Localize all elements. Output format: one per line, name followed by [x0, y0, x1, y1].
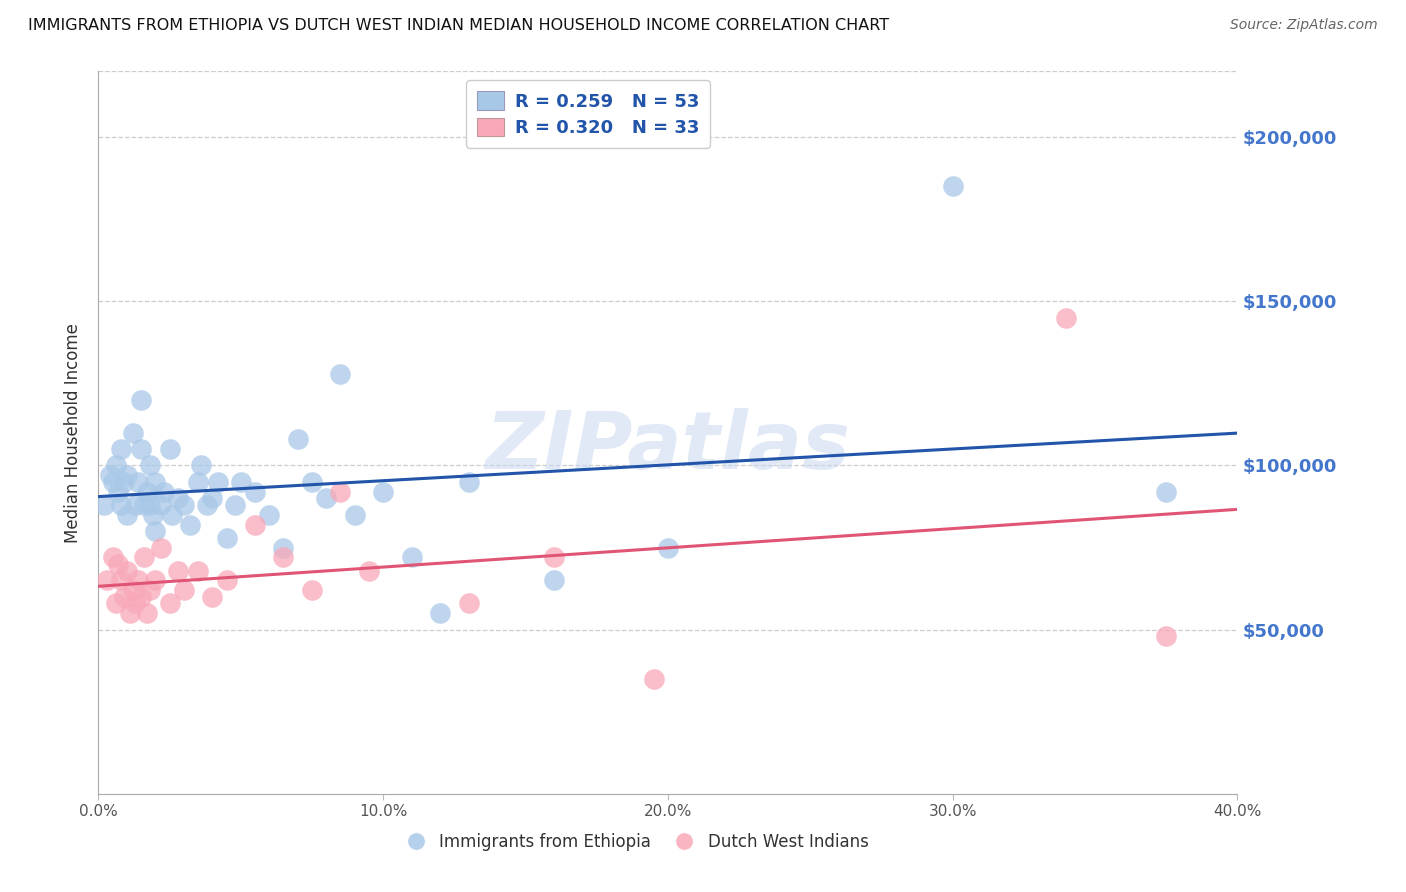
Point [657, 541, 679, 555]
Point [115, 508, 138, 522]
Point [1154, 484, 1177, 499]
Point [98, 468, 121, 483]
Point [159, 596, 181, 610]
Point [124, 498, 146, 512]
Point [273, 550, 295, 565]
Point [457, 475, 479, 489]
Point [207, 475, 229, 489]
Point [190, 458, 212, 473]
Point [187, 564, 209, 578]
Point [179, 517, 201, 532]
Point [329, 367, 352, 381]
Point [124, 596, 146, 610]
Point [138, 458, 160, 473]
Point [115, 564, 138, 578]
Point [243, 517, 266, 532]
Point [287, 432, 309, 446]
Point [118, 607, 141, 621]
Point [93, 498, 115, 512]
Point [229, 475, 252, 489]
Point [150, 541, 173, 555]
Point [195, 498, 218, 512]
Point [187, 475, 209, 489]
Point [301, 475, 323, 489]
Point [96, 574, 118, 588]
Point [129, 392, 152, 407]
Point [201, 491, 224, 506]
Point [243, 484, 266, 499]
Point [173, 498, 195, 512]
Point [315, 491, 337, 506]
Point [132, 550, 155, 565]
Text: ZIPatlas: ZIPatlas [485, 408, 851, 486]
Point [101, 550, 124, 565]
Point [121, 425, 143, 440]
Point [112, 475, 135, 489]
Point [301, 583, 323, 598]
Point [135, 607, 157, 621]
Legend: Immigrants from Ethiopia, Dutch West Indians: Immigrants from Ethiopia, Dutch West Ind… [392, 827, 875, 858]
Point [259, 508, 281, 522]
Text: Source: ZipAtlas.com: Source: ZipAtlas.com [1230, 18, 1378, 32]
Point [215, 574, 238, 588]
Point [129, 442, 152, 456]
Point [127, 574, 149, 588]
Point [107, 557, 129, 571]
Point [329, 484, 352, 499]
Point [127, 475, 149, 489]
Point [153, 484, 176, 499]
Point [115, 468, 138, 483]
Point [112, 590, 135, 604]
Point [121, 583, 143, 598]
Point [201, 590, 224, 604]
Point [357, 564, 380, 578]
Point [343, 508, 366, 522]
Point [401, 550, 423, 565]
Point [141, 508, 163, 522]
Point [110, 498, 132, 512]
Point [173, 583, 195, 598]
Point [162, 508, 184, 522]
Point [104, 458, 127, 473]
Point [135, 484, 157, 499]
Point [942, 179, 965, 194]
Point [145, 475, 167, 489]
Point [543, 574, 565, 588]
Point [104, 596, 127, 610]
Point [224, 498, 246, 512]
Point [145, 574, 167, 588]
Point [373, 484, 395, 499]
Point [643, 672, 665, 686]
Point [107, 484, 129, 499]
Point [1056, 310, 1078, 325]
Point [167, 564, 190, 578]
Point [129, 590, 152, 604]
Point [457, 596, 479, 610]
Point [101, 475, 124, 489]
Point [138, 498, 160, 512]
Point [110, 574, 132, 588]
Point [273, 541, 295, 555]
Point [215, 531, 238, 545]
Point [150, 498, 173, 512]
Point [1154, 629, 1177, 643]
Point [543, 550, 565, 565]
Point [132, 498, 155, 512]
Text: IMMIGRANTS FROM ETHIOPIA VS DUTCH WEST INDIAN MEDIAN HOUSEHOLD INCOME CORRELATIO: IMMIGRANTS FROM ETHIOPIA VS DUTCH WEST I… [28, 18, 889, 33]
Point [159, 442, 181, 456]
Point [138, 583, 160, 598]
Point [429, 607, 451, 621]
Point [110, 442, 132, 456]
Y-axis label: Median Household Income: Median Household Income [65, 323, 83, 542]
Point [145, 524, 167, 538]
Point [167, 491, 190, 506]
